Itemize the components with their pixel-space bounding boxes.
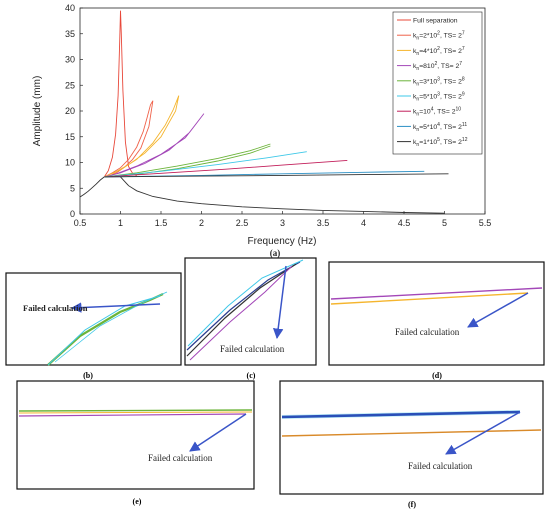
inset-e-frame	[16, 380, 255, 490]
inset-b-cyan-line-2	[54, 291, 168, 363]
series-line	[104, 113, 205, 178]
y-tick-label: 5	[70, 183, 75, 193]
legend-entry: kn=5*104, TS= 211	[413, 122, 467, 133]
series-line	[79, 176, 105, 198]
inset-b-arrow	[70, 302, 161, 313]
series-lines	[79, 10, 449, 214]
inset-e: Failed calculation (e)	[16, 380, 255, 506]
legend-entry: kn=1*105, TS= 212	[413, 137, 468, 148]
inset-c-arrow	[272, 265, 287, 340]
legend-entry: kn=104, TS= 210	[413, 107, 461, 118]
x-tick-label: 2.5	[236, 218, 249, 228]
x-tick-label: 4	[361, 218, 366, 228]
legend-entry: kn=2*102, TS= 27	[413, 31, 465, 42]
inset-c-frame	[184, 257, 317, 366]
legend-entry: kn=4*102, TS= 27	[413, 46, 465, 57]
x-tick-label: 3	[280, 218, 285, 228]
y-tick-label: 40	[65, 3, 75, 13]
inset-c-line-2	[186, 263, 297, 357]
inset-d-frame	[328, 261, 545, 366]
legend-entry: Full separation	[413, 18, 458, 25]
y-tick-label: 30	[65, 55, 75, 65]
inset-f-label: (f)	[408, 500, 416, 509]
series-line	[104, 143, 271, 178]
inset-c-line-3	[189, 265, 293, 361]
panel-label-a: (a)	[270, 248, 281, 258]
x-axis-label: Frequency (Hz)	[248, 236, 317, 247]
axis-ticks: 0.5 1 1.5 2 2.5 3 3.5 4 4.5 5 5.5 0 5 10 15 20 25 30 35 40	[65, 3, 491, 228]
series-line	[104, 173, 449, 178]
inset-e-label: (e)	[133, 497, 142, 506]
inset-f-blue-line	[281, 410, 521, 419]
series-line	[104, 95, 180, 178]
x-tick-label: 1.5	[155, 218, 168, 228]
series-line	[104, 170, 425, 178]
inset-f-annotation: Failed calculation	[408, 461, 473, 471]
series-line	[104, 159, 348, 178]
inset-b-frame	[5, 272, 182, 366]
legend-entry: kn=8102, TS= 27	[413, 61, 462, 72]
inset-d-annotation: Failed calculation	[395, 327, 460, 337]
x-tick-label: 1	[118, 218, 123, 228]
inset-f-arrow	[445, 411, 521, 455]
inset-f-frame	[279, 380, 544, 495]
y-tick-label: 25	[65, 80, 75, 90]
y-tick-label: 0	[70, 209, 75, 219]
x-tick-label: 3.5	[317, 218, 330, 228]
inset-c: Failed calculation (c)	[184, 257, 317, 380]
inset-e-green-line	[18, 409, 253, 412]
y-tick-label: 15	[65, 132, 75, 142]
inset-d-label: (d)	[432, 371, 442, 380]
x-tick-label: 0.5	[74, 218, 87, 228]
inset-e-yellow-line	[18, 411, 253, 414]
series-line	[103, 10, 137, 178]
inset-f: Failed calculation (f)	[279, 380, 544, 509]
inset-e-arrow	[189, 413, 247, 452]
x-tick-label: 4.5	[398, 218, 411, 228]
x-tick-label: 5	[442, 218, 447, 228]
inset-f-orange-line	[281, 429, 542, 437]
inset-d: Failed calculation (d)	[328, 261, 545, 380]
series-line	[104, 100, 154, 178]
inset-d-arrow	[467, 292, 529, 328]
inset-d-yellow-line	[330, 292, 529, 305]
inset-d-purple-line	[330, 287, 543, 300]
inset-b: Failed calculation (b)	[5, 272, 182, 380]
legend-entry: kn=3*103, TS= 28	[413, 76, 465, 87]
x-tick-label: 5.5	[479, 218, 492, 228]
y-tick-label: 10	[65, 158, 75, 168]
main-chart: 0.5 1 1.5 2 2.5 3 3.5 4 4.5 5 5.50510152025303540 …	[32, 3, 491, 258]
y-axis-label: Amplitude (mm)	[32, 76, 43, 147]
series-line	[104, 151, 307, 178]
series-line	[104, 145, 271, 178]
x-tick-label: 2	[199, 218, 204, 228]
inset-c-line-1	[186, 261, 301, 351]
y-tick-label: 35	[65, 29, 75, 39]
inset-c-line-4	[187, 259, 304, 347]
inset-e-purple-line	[18, 413, 247, 417]
legend: Full separation kn=2*102, TS= 27 kn=4*102,…	[392, 11, 483, 155]
inset-c-annotation: Failed calculation	[220, 344, 285, 354]
legend-entry: kn=5*103, TS= 29	[413, 92, 465, 103]
series-line	[120, 176, 445, 214]
inset-b-cyan-line	[47, 295, 161, 366]
inset-b-label: (b)	[83, 371, 93, 380]
inset-e-annotation: Failed calculation	[148, 453, 213, 463]
inset-b-annotation: Failed calculation	[23, 303, 88, 313]
y-tick-label: 20	[65, 106, 75, 116]
inset-c-label: (c)	[247, 371, 256, 380]
